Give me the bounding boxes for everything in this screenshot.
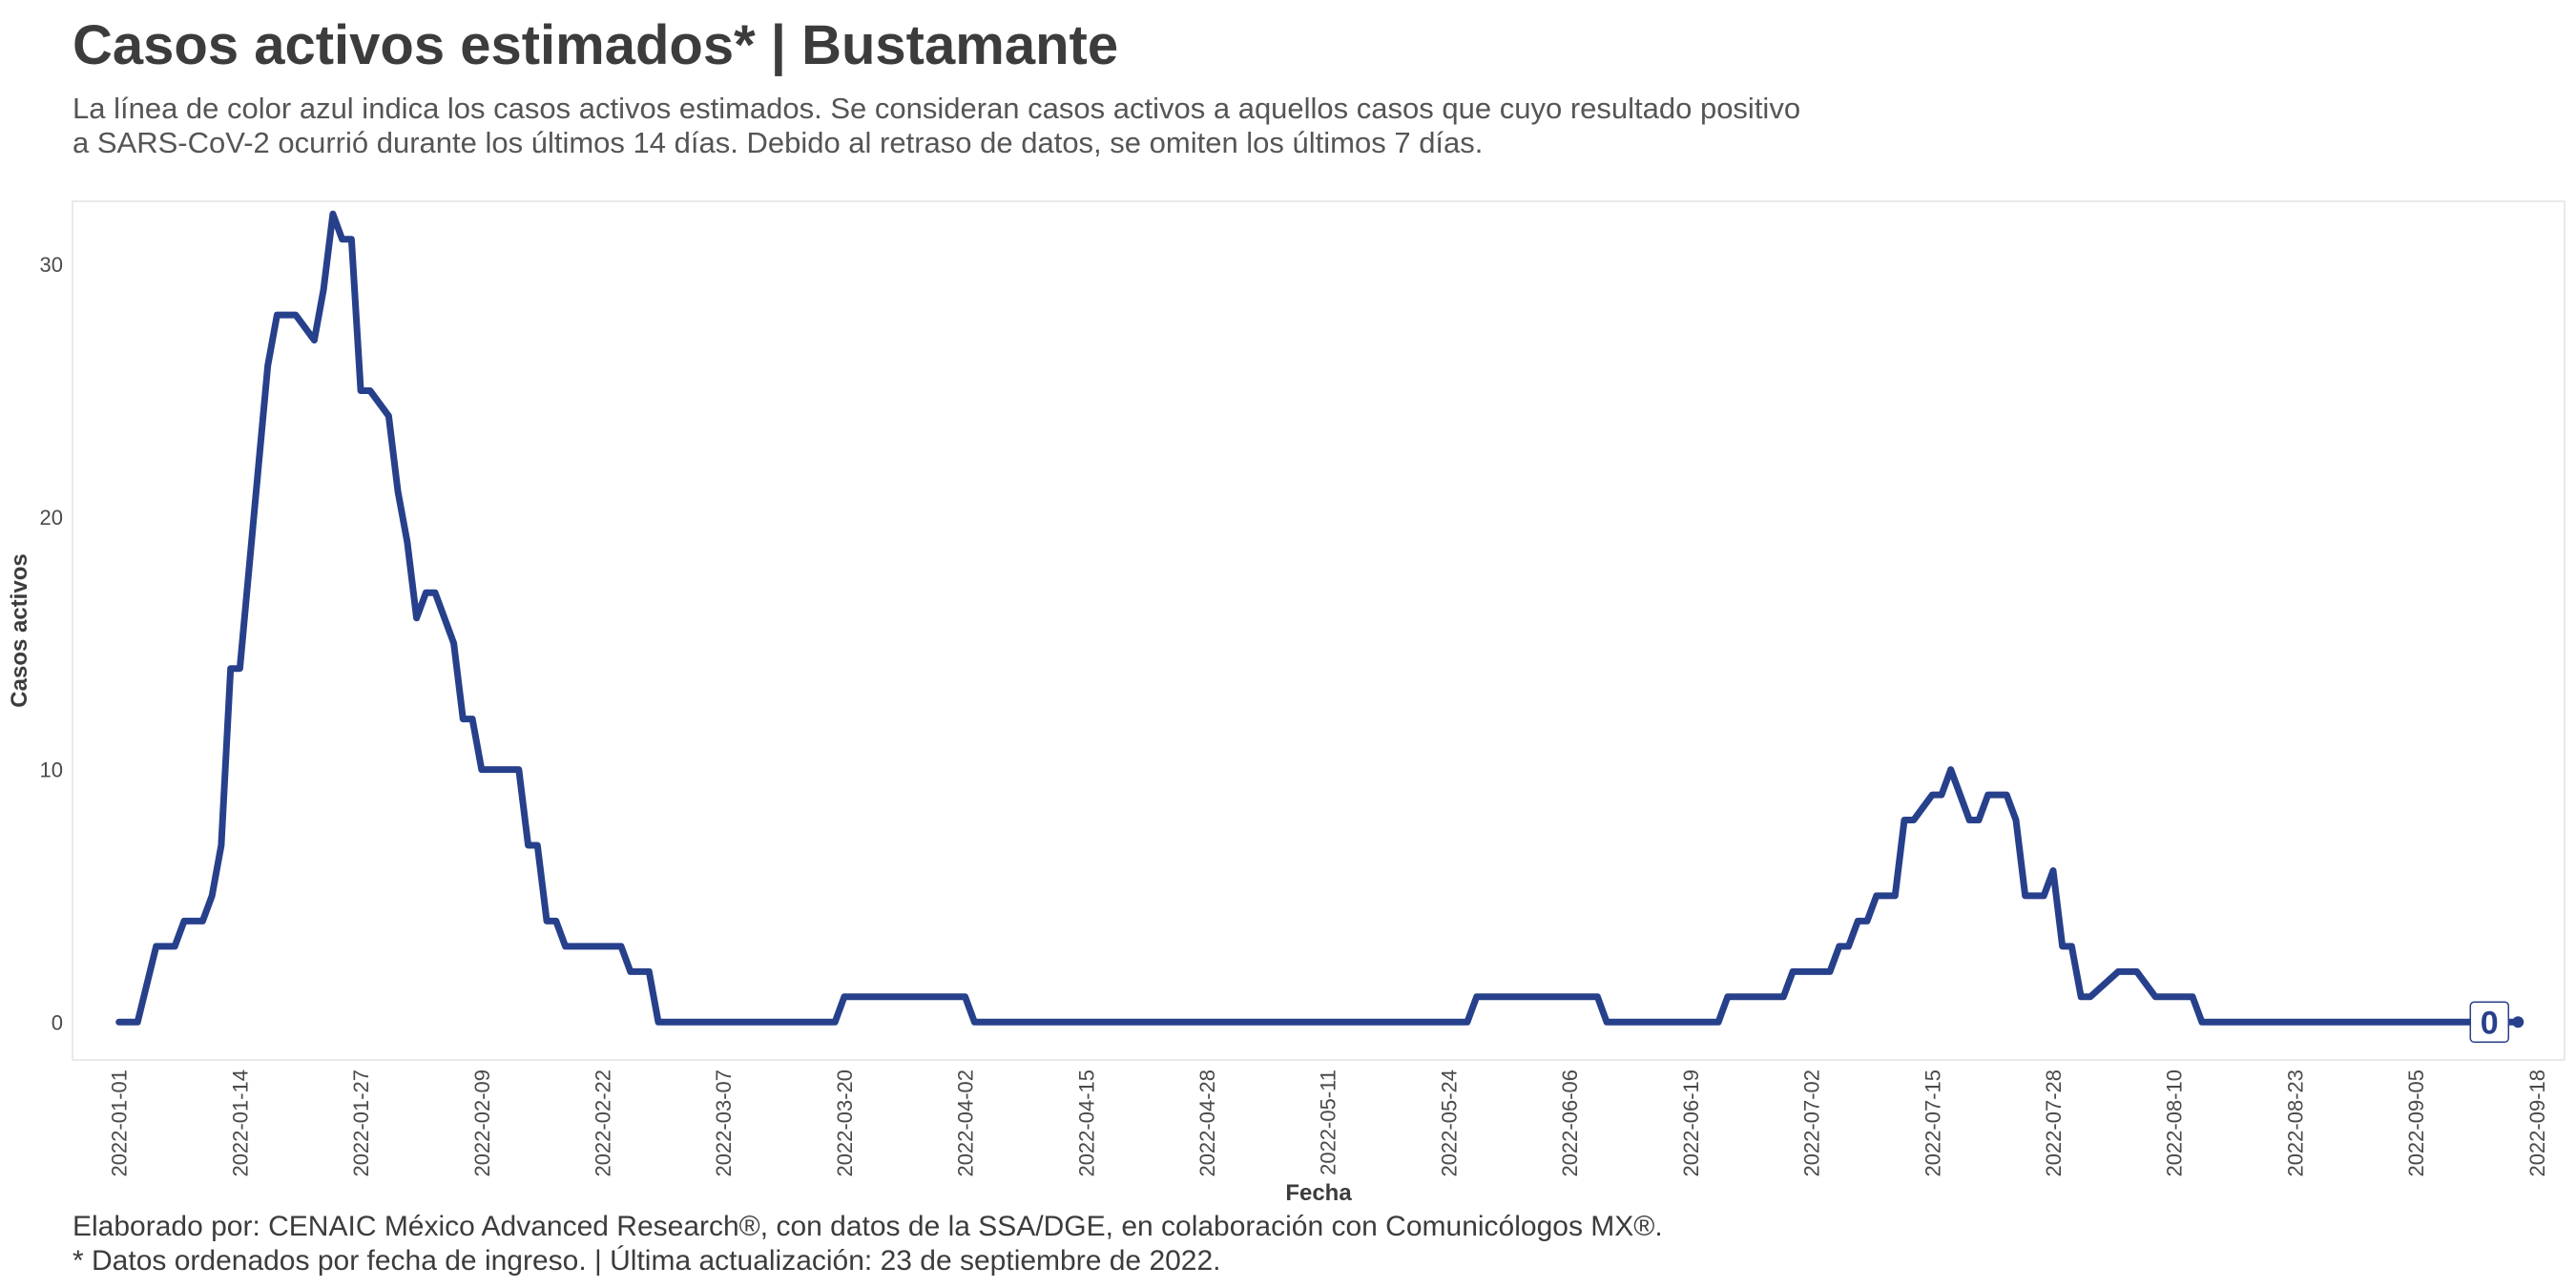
chart-subtitle: La línea de color azul indica los casos …: [73, 92, 1885, 160]
x-tick-label: 2022-09-18: [2525, 1070, 2549, 1177]
series-line: [115, 210, 2522, 1026]
x-tick-label: 2022-04-15: [1074, 1070, 1098, 1177]
x-tick-label: 2022-04-02: [954, 1070, 978, 1177]
y-tick-label: 20: [40, 506, 63, 530]
chart-title: Casos activos estimados* | Bustamante: [73, 14, 1119, 76]
y-axis-title: Casos activos: [7, 553, 32, 707]
subtitle-line: a SARS-CoV-2 ocurrió durante los últimos…: [73, 126, 1484, 159]
x-tick-label: 2022-06-19: [1679, 1070, 1703, 1177]
x-tick-label: 2022-04-28: [1195, 1070, 1219, 1177]
y-tick-label: 10: [40, 758, 63, 782]
y-axis-ticks: 0 10 20 30: [40, 253, 63, 1034]
x-tick-label: 2022-07-28: [2042, 1070, 2066, 1177]
end-label-box: [2469, 1001, 2510, 1044]
x-tick-label: 2022-02-09: [470, 1070, 494, 1177]
y-tick-label: 0: [52, 1010, 63, 1034]
caption-line: Elaborado por: CENAIC México Advanced Re…: [73, 1211, 1663, 1242]
plot-panel: [72, 200, 2566, 1061]
x-tick-label: 2022-06-06: [1558, 1070, 1582, 1177]
x-tick-label: 2022-02-22: [592, 1070, 615, 1177]
series-end-point: [2512, 1016, 2524, 1028]
y-tick-label: 30: [40, 253, 63, 277]
x-tick-label: 2022-09-05: [2404, 1070, 2428, 1177]
x-tick-label: 2022-08-23: [2283, 1070, 2307, 1177]
x-tick-label: 2022-05-11: [1317, 1070, 1340, 1175]
x-tick-label: 2022-07-15: [1921, 1070, 1944, 1177]
x-tick-label: 2022-07-02: [1800, 1070, 1824, 1177]
caption-line: * Datos ordenados por fecha de ingreso. …: [73, 1245, 1221, 1277]
x-tick-label: 2022-03-20: [833, 1070, 857, 1177]
subtitle-line: La línea de color azul indica los casos …: [73, 92, 1801, 125]
x-tick-label: 2022-01-14: [228, 1070, 252, 1177]
x-axis-ticks: 2022-01-01 2022-01-14 2022-01-27 2022-02-09…: [108, 1070, 2549, 1177]
x-tick-label: 2022-01-27: [349, 1070, 373, 1177]
x-tick-label: 2022-03-07: [712, 1070, 736, 1177]
x-tick-label: 2022-05-24: [1437, 1070, 1461, 1177]
chart-caption: Elaborado por: CENAIC México Advanced Re…: [73, 1210, 1663, 1278]
end-value-label: 0: [2481, 1005, 2499, 1041]
x-tick-label: 2022-01-01: [108, 1070, 132, 1177]
x-tick-label: 2022-08-10: [2163, 1070, 2187, 1177]
x-axis-title: Fecha: [1285, 1180, 1352, 1206]
